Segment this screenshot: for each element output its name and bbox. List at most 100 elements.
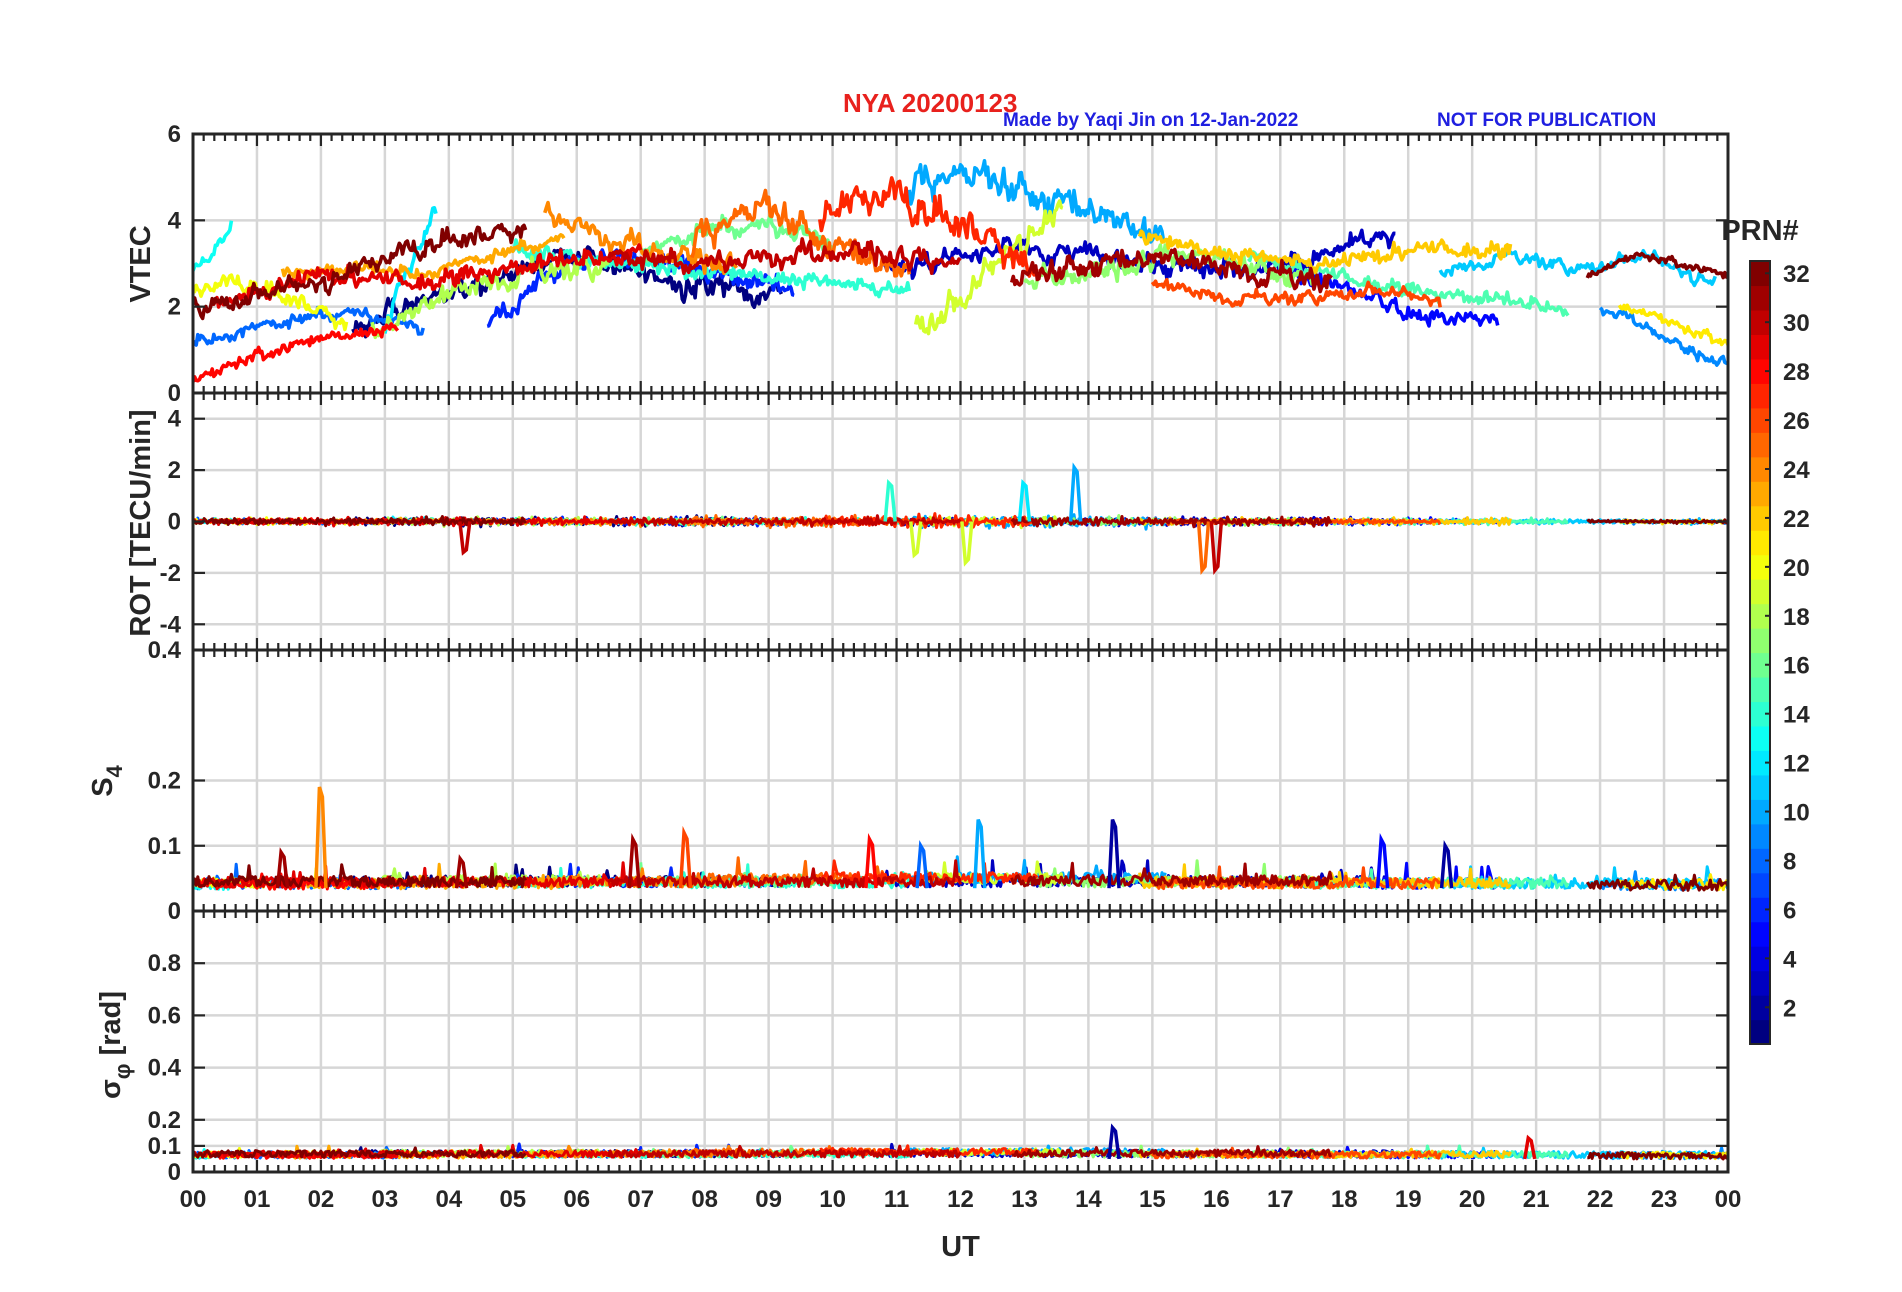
colorbar-tick-label: 2 xyxy=(1783,995,1796,1022)
colorbar-segment xyxy=(1750,823,1770,849)
colorbar-segment xyxy=(1750,554,1770,580)
colorbar-segment xyxy=(1750,652,1770,678)
colorbar-tick-label: 18 xyxy=(1783,604,1810,631)
spike xyxy=(275,847,290,889)
spike xyxy=(960,521,974,567)
rot-traces xyxy=(193,462,1728,576)
x-tick-label: 18 xyxy=(1331,1186,1358,1213)
x-tick-label: 02 xyxy=(308,1186,335,1213)
x-tick-label: 12 xyxy=(947,1186,974,1213)
colorbar-tick-label: 26 xyxy=(1783,408,1810,435)
y-tick-label: 4 xyxy=(168,406,182,433)
spike xyxy=(1107,818,1121,889)
colorbar-segment xyxy=(1750,505,1770,531)
s4-label-main: S xyxy=(87,777,119,796)
colorbar-segment xyxy=(1750,432,1770,458)
spike xyxy=(1523,1134,1537,1160)
colorbar-segment xyxy=(1750,774,1770,800)
prn-19-trace xyxy=(913,199,1064,336)
x-tick-label: 00 xyxy=(1715,1186,1742,1213)
x-tick-label: 07 xyxy=(627,1186,654,1213)
x-tick-label: 13 xyxy=(1011,1186,1038,1213)
colorbar-title: PRN# xyxy=(1721,215,1798,247)
colorbar-tick-label: 30 xyxy=(1783,310,1810,337)
spike xyxy=(908,521,923,559)
y-tick-label: 0.1 xyxy=(148,1133,181,1160)
author-note: Made by Yaqi Jin on 12-Jan-2022 xyxy=(1003,110,1299,131)
sigma-phi-label-text: σφ [rad] xyxy=(95,991,135,1099)
colorbar-segment xyxy=(1750,579,1770,605)
axes-layer: 0246-4-202400.10.20.400.10.20.40.60.8VTE… xyxy=(87,121,1741,1263)
colorbar-segment xyxy=(1750,383,1770,409)
y-tick-label: 0 xyxy=(168,898,181,925)
prn-30-trace xyxy=(606,237,962,276)
prn-32-trace xyxy=(193,515,527,528)
y-tick-label: 0.4 xyxy=(148,1055,182,1082)
colorbar-tick-label: 12 xyxy=(1783,751,1810,778)
prn-31-trace xyxy=(1010,515,1333,529)
s4-label-text: S4 xyxy=(87,764,127,796)
colorbar-tick-label: 10 xyxy=(1783,800,1810,827)
colorbar-tick-label: 14 xyxy=(1783,702,1810,729)
x-tick-label: 00 xyxy=(180,1186,207,1213)
prn-32-trace xyxy=(1585,251,1728,280)
prn-30-trace xyxy=(607,1144,962,1159)
rot-axes: -4 -2 0 2 4 xyxy=(160,391,1730,652)
colorbar-segment xyxy=(1750,628,1770,654)
prn-32-trace xyxy=(1586,873,1728,892)
prn-32-trace xyxy=(193,863,527,889)
x-tick-label: 17 xyxy=(1267,1186,1294,1213)
spike xyxy=(915,840,929,889)
spike xyxy=(627,832,642,889)
y-axis-labels: VTEC ROT [TECU/min] S4 σφ [rad] xyxy=(87,225,157,1099)
publication-note: NOT FOR PUBLICATION xyxy=(1437,110,1657,131)
prn-30-trace xyxy=(607,514,962,528)
colorbar-segment xyxy=(1750,970,1770,996)
prn-13-trace xyxy=(193,220,234,272)
colorbar-tick-label: 28 xyxy=(1783,359,1810,386)
y-tick-label: 0.8 xyxy=(148,950,181,977)
sigma-label-unit: [rad] xyxy=(95,991,127,1064)
y-tick-label: 0.6 xyxy=(148,1002,181,1029)
x-tick-label: 08 xyxy=(691,1186,718,1213)
x-tick-label: 19 xyxy=(1395,1186,1422,1213)
sigma-phi-axes: 00.10.2 0.4 0.6 0.8 xyxy=(148,909,1730,1186)
x-tick-label: 21 xyxy=(1523,1186,1550,1213)
spike xyxy=(883,479,897,522)
colorbar-segment xyxy=(1750,285,1770,311)
prn-8-trace xyxy=(193,305,425,347)
prn-31-trace xyxy=(1009,247,1333,294)
colorbar-segment xyxy=(1750,530,1770,556)
prn-30-trace xyxy=(607,859,962,889)
x-tick-label: 06 xyxy=(563,1186,590,1213)
spike xyxy=(1196,521,1211,576)
colorbar-segment xyxy=(1750,676,1770,703)
prn-22-trace xyxy=(1137,229,1513,275)
x-tick-label: 04 xyxy=(435,1186,462,1213)
y-tick-label: 0.2 xyxy=(148,1107,181,1134)
colorbar-tick-label: 4 xyxy=(1783,946,1797,973)
spike xyxy=(678,825,693,889)
colorbar-segment xyxy=(1750,358,1770,384)
vtec-axis-label: VTEC xyxy=(125,225,157,302)
prn-27-trace xyxy=(818,512,1038,530)
colorbar-tick-label: 32 xyxy=(1783,261,1810,288)
prn-32-trace xyxy=(1587,1151,1728,1161)
prn-31-trace xyxy=(1011,1145,1333,1158)
prn-20-trace xyxy=(193,273,349,332)
x-tick-label: 14 xyxy=(1075,1186,1102,1213)
colorbar-frame xyxy=(1749,260,1771,1045)
prn-21-trace xyxy=(1617,303,1728,347)
prn-31-trace xyxy=(1010,861,1333,888)
x-tick-label: 22 xyxy=(1587,1186,1614,1213)
colorbar-segment xyxy=(1750,848,1770,874)
colorbar-tick-label: 16 xyxy=(1783,653,1810,680)
y-tick-label: 6 xyxy=(168,121,181,148)
y-tick-label: -4 xyxy=(160,611,182,638)
x-axis-label: UT xyxy=(941,1231,980,1263)
colorbar-segment xyxy=(1750,995,1770,1021)
colorbar-tick-label: 8 xyxy=(1783,848,1796,875)
colorbar-tick-label: 22 xyxy=(1783,506,1810,533)
vtec-traces xyxy=(193,159,1728,383)
y-tick-label: 0.2 xyxy=(148,768,181,795)
